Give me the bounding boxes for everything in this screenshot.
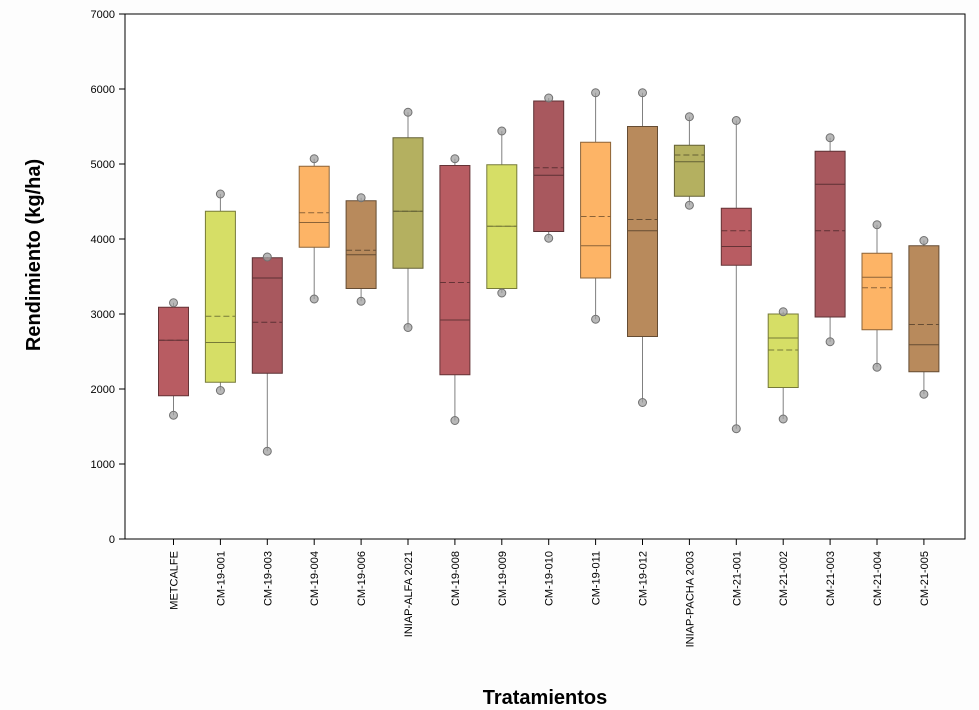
- outlier-point: [215, 189, 225, 199]
- y-tick-label: 6000: [91, 84, 115, 96]
- y-tick-label: 3000: [91, 309, 115, 321]
- box-iqr: [720, 207, 752, 266]
- outlier-point: [638, 88, 647, 98]
- outlier-point: [356, 193, 366, 203]
- x-tick-label: INIAP-ALFA 2021: [403, 551, 415, 637]
- box-iqr: [673, 144, 705, 197]
- outlier-point: [919, 236, 929, 245]
- y-axis-title: Rendimiento (kg/ha): [23, 159, 45, 351]
- outlier-point: [684, 200, 694, 210]
- box-cm-19-001: [204, 189, 236, 395]
- box-cm-21-001: [720, 116, 752, 434]
- box-cm-19-008: [439, 154, 471, 425]
- outlier-point: [872, 362, 882, 372]
- outlier-point: [731, 424, 741, 434]
- box-cm-21-005: [908, 236, 940, 399]
- x-tick-label: CM-19-008: [450, 551, 462, 606]
- outlier-point: [262, 252, 272, 262]
- outlier-point: [262, 446, 272, 456]
- box-cm-21-003: [814, 133, 846, 347]
- outlier-point: [544, 233, 554, 243]
- y-tick-label: 5000: [91, 159, 115, 171]
- x-tick-label: METCALFE: [169, 551, 181, 610]
- y-tick-label: 2000: [91, 384, 115, 396]
- outlier-point: [356, 296, 366, 306]
- box-cm-19-003: [251, 252, 283, 456]
- outlier-point: [591, 314, 601, 324]
- box-iqr: [392, 137, 424, 269]
- box-iqr: [158, 306, 189, 397]
- box-cm-19-011: [580, 88, 612, 324]
- box-cm-21-002: [767, 307, 799, 424]
- outlier-point: [169, 298, 178, 308]
- x-tick-label: CM-21-001: [731, 551, 743, 606]
- outlier-point: [825, 133, 835, 143]
- outlier-point: [215, 386, 225, 395]
- outlier-point: [450, 154, 460, 164]
- outlier-point: [825, 337, 835, 347]
- box-iqr: [533, 100, 565, 232]
- x-tick-label: CM-19-006: [356, 551, 368, 606]
- y-tick-label: 4000: [91, 234, 115, 246]
- outlier-point: [778, 414, 788, 424]
- x-axis-title: Tratamientos: [483, 687, 607, 709]
- y-axis: 0 1000 2000 3000 4000 5000 6000 7000: [91, 9, 125, 546]
- outlier-point: [403, 107, 413, 117]
- x-tick-label: CM-21-005: [919, 551, 931, 606]
- outlier-point: [638, 398, 647, 407]
- outlier-point: [169, 410, 178, 420]
- x-tick-label: CM-19-009: [497, 551, 509, 606]
- outlier-point: [497, 288, 507, 298]
- box-iniap-alfa-2021: [392, 107, 424, 332]
- outlier-point: [450, 416, 460, 425]
- x-tick-label: CM-19-003: [262, 551, 274, 606]
- x-axis: METCALFE CM-19-001 CM-19-003 CM-19-004 CM-19…: [169, 539, 931, 647]
- box-cm-19-006: [345, 193, 377, 306]
- x-tick-label: CM-19-010: [544, 551, 556, 606]
- outlier-point: [544, 93, 554, 103]
- box-metcalfe: [158, 298, 189, 420]
- box-cm-19-009: [486, 126, 518, 298]
- box-series: [158, 88, 940, 456]
- x-tick-label: CM-19-012: [638, 551, 650, 606]
- x-tick-label: CM-21-002: [778, 551, 790, 606]
- box-iqr: [345, 200, 377, 289]
- outlier-point: [731, 116, 741, 125]
- box-iqr: [861, 252, 893, 331]
- box-iniap-pacha-2003: [673, 112, 705, 210]
- box-cm-21-004: [861, 220, 893, 372]
- box-iqr: [908, 245, 940, 373]
- box-iqr: [580, 141, 612, 279]
- box-iqr: [204, 210, 236, 383]
- outlier-point: [497, 126, 507, 136]
- box-iqr: [251, 257, 283, 374]
- outlier-point: [778, 307, 788, 317]
- outlier-point: [591, 88, 601, 98]
- y-tick-label: 1000: [91, 459, 115, 471]
- outlier-point: [872, 220, 882, 230]
- x-tick-label: CM-21-004: [872, 551, 884, 606]
- y-tick-label: 7000: [91, 9, 115, 21]
- box-cm-19-010: [533, 93, 565, 243]
- outlier-point: [403, 323, 413, 332]
- x-tick-label: CM-19-011: [591, 551, 603, 605]
- box-iqr: [298, 165, 330, 248]
- y-tick-label: 0: [109, 534, 115, 546]
- x-tick-label: CM-19-001: [215, 551, 227, 606]
- outlier-point: [309, 154, 319, 164]
- outlier-point: [309, 294, 319, 304]
- x-tick-label: CM-19-004: [309, 551, 321, 606]
- box-cm-19-004: [298, 154, 330, 304]
- outlier-point: [919, 389, 929, 399]
- box-iqr: [814, 150, 846, 318]
- x-tick-label: CM-21-003: [825, 551, 837, 606]
- box-iqr: [767, 313, 799, 388]
- outlier-point: [684, 112, 694, 122]
- x-tick-label: INIAP-PACHA 2003: [684, 551, 696, 647]
- box-iqr: [439, 165, 471, 376]
- box-cm-19-012: [627, 88, 658, 407]
- box-iqr: [627, 126, 658, 337]
